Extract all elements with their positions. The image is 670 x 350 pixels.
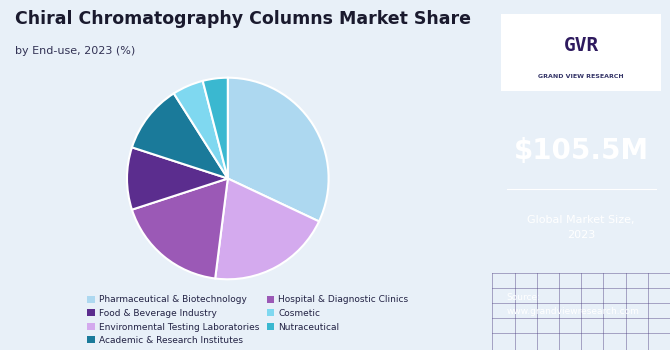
Wedge shape xyxy=(127,147,228,210)
Wedge shape xyxy=(203,78,228,178)
Wedge shape xyxy=(132,178,228,279)
Legend: Pharmaceutical & Biotechnology, Food & Beverage Industry, Environmental Testing : Pharmaceutical & Biotechnology, Food & B… xyxy=(84,292,412,349)
FancyBboxPatch shape xyxy=(501,14,661,91)
Wedge shape xyxy=(174,81,228,178)
Text: $105.5M: $105.5M xyxy=(514,136,649,164)
Text: GRAND VIEW RESEARCH: GRAND VIEW RESEARCH xyxy=(539,75,624,79)
Text: Source:
www.grandviewresearch.com: Source: www.grandviewresearch.com xyxy=(507,293,640,316)
Wedge shape xyxy=(215,178,319,279)
Wedge shape xyxy=(132,93,228,178)
Wedge shape xyxy=(228,78,328,222)
Text: GVR: GVR xyxy=(563,36,599,55)
Text: Chiral Chromatography Columns Market Share: Chiral Chromatography Columns Market Sha… xyxy=(15,10,471,28)
Text: Global Market Size,
2023: Global Market Size, 2023 xyxy=(527,215,635,240)
Text: by End-use, 2023 (%): by End-use, 2023 (%) xyxy=(15,46,135,56)
